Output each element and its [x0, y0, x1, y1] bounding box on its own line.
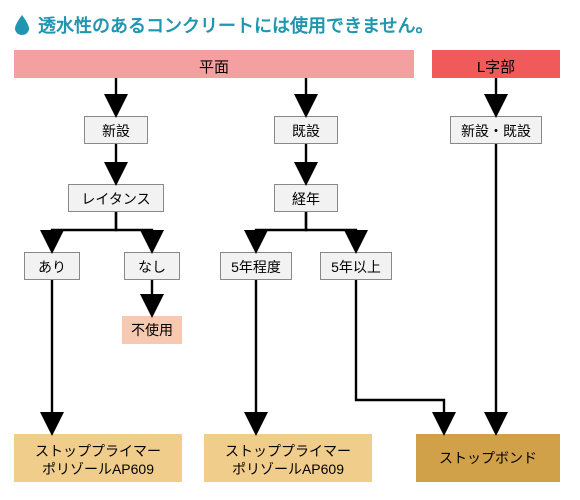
title-row: 透水性のあるコンクリートには使用できません。	[14, 12, 433, 38]
flowchart-canvas: 透水性のあるコンクリートには使用できません。 平面 L字部 新設 既設 新設・既…	[0, 0, 580, 500]
node-kisetsu: 既設	[274, 116, 338, 144]
node-shinkisetsu-label: 新設・既設	[461, 123, 531, 139]
node-nashi: なし	[124, 252, 180, 280]
node-shinsetsu: 新設	[84, 116, 148, 144]
header-lji: L字部	[432, 50, 560, 78]
result-primer-2: ストッププライマーポリゾールAP609	[204, 434, 372, 482]
node-laitance: レイタンス	[68, 184, 164, 212]
result-primer-1: ストッププライマーポリゾールAP609	[14, 434, 182, 482]
node-gonen-ijo-label: 5年以上	[331, 259, 381, 275]
node-shinsetsu-label: 新設	[102, 123, 130, 139]
node-nashi-label: なし	[138, 259, 166, 275]
header-lji-label: L字部	[477, 59, 515, 76]
node-gonen-teido: 5年程度	[220, 252, 292, 280]
node-ari-label: あり	[38, 259, 66, 275]
result-bond: ストップボンド	[416, 434, 560, 482]
node-keinen: 経年	[274, 184, 338, 212]
title-text: 透水性のあるコンクリートには使用できません。	[38, 12, 433, 38]
node-keinen-label: 経年	[292, 191, 320, 207]
node-laitance-label: レイタンス	[81, 191, 150, 207]
node-fushiyo: 不使用	[122, 316, 182, 344]
node-kisetsu-label: 既設	[292, 123, 320, 139]
node-gonen-teido-label: 5年程度	[231, 259, 281, 275]
header-heimen-label: 平面	[199, 59, 229, 76]
water-drop-icon	[14, 15, 30, 35]
node-ari: あり	[24, 252, 80, 280]
node-gonen-ijo: 5年以上	[320, 252, 392, 280]
header-heimen: 平面	[14, 50, 414, 78]
node-fushiyo-label: 不使用	[131, 322, 173, 338]
node-shinkisetsu: 新設・既設	[450, 116, 542, 144]
